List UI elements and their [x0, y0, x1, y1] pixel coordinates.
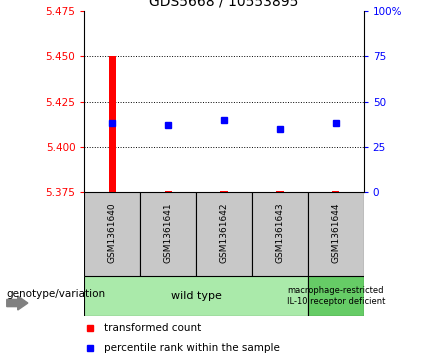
Bar [308, 276, 364, 316]
Bar [332, 191, 339, 192]
Title: GDS5668 / 10553895: GDS5668 / 10553895 [149, 0, 299, 8]
Bar [196, 192, 252, 276]
Bar [109, 56, 116, 192]
Text: macrophage-restricted
IL-10 receptor deficient: macrophage-restricted IL-10 receptor def… [287, 286, 385, 306]
Bar [140, 192, 196, 276]
Bar [308, 192, 364, 276]
Text: GSM1361643: GSM1361643 [275, 202, 284, 263]
Bar [276, 191, 284, 192]
Text: transformed count: transformed count [104, 323, 201, 333]
Text: wild type: wild type [171, 291, 222, 301]
Text: GSM1361640: GSM1361640 [108, 202, 117, 263]
Text: GSM1361642: GSM1361642 [220, 202, 229, 263]
Bar [220, 191, 228, 192]
Text: percentile rank within the sample: percentile rank within the sample [104, 343, 280, 354]
Text: GSM1361641: GSM1361641 [164, 202, 173, 263]
FancyArrow shape [7, 296, 28, 310]
Bar [165, 191, 172, 192]
Text: genotype/variation: genotype/variation [7, 289, 106, 299]
Bar [84, 276, 308, 316]
Text: GSM1361644: GSM1361644 [331, 202, 340, 263]
Bar [252, 192, 308, 276]
Bar [84, 192, 140, 276]
